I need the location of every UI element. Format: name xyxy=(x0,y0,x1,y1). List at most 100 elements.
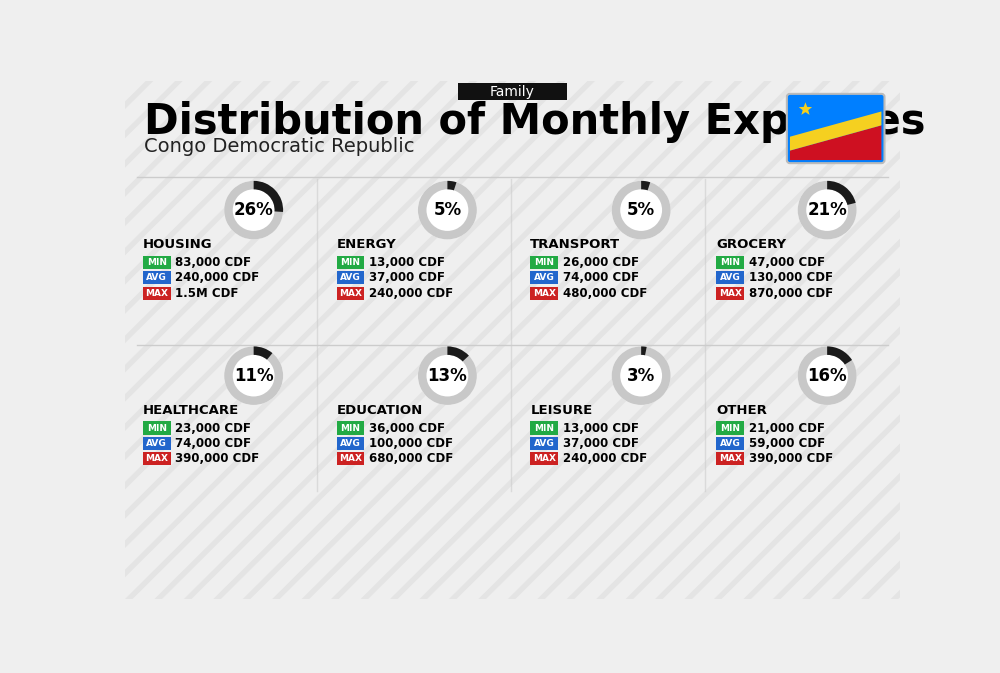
Circle shape xyxy=(418,181,477,240)
Text: 240,000 CDF: 240,000 CDF xyxy=(175,271,260,285)
Circle shape xyxy=(418,347,477,405)
Text: 13,000 CDF: 13,000 CDF xyxy=(369,256,445,269)
Text: TRANSPORT: TRANSPORT xyxy=(530,238,620,251)
Text: 1.5M CDF: 1.5M CDF xyxy=(175,287,239,299)
Text: MIN: MIN xyxy=(720,258,740,267)
Text: 37,000 CDF: 37,000 CDF xyxy=(563,437,639,450)
Wedge shape xyxy=(798,347,857,405)
FancyBboxPatch shape xyxy=(337,287,364,300)
FancyBboxPatch shape xyxy=(716,437,744,450)
Wedge shape xyxy=(418,347,477,405)
Text: LEISURE: LEISURE xyxy=(530,404,593,417)
Wedge shape xyxy=(447,181,457,190)
Text: 390,000 CDF: 390,000 CDF xyxy=(749,452,833,465)
Text: Family: Family xyxy=(490,85,535,98)
Text: MIN: MIN xyxy=(147,258,167,267)
Text: AVG: AVG xyxy=(340,273,361,283)
Text: 21%: 21% xyxy=(807,201,847,219)
Text: 240,000 CDF: 240,000 CDF xyxy=(369,287,453,299)
Text: 3%: 3% xyxy=(627,367,655,385)
Wedge shape xyxy=(224,347,283,405)
Wedge shape xyxy=(798,181,857,240)
Text: 26%: 26% xyxy=(234,201,274,219)
Text: ENERGY: ENERGY xyxy=(337,238,396,251)
Wedge shape xyxy=(641,347,647,355)
Text: HOUSING: HOUSING xyxy=(143,238,212,251)
Text: 21,000 CDF: 21,000 CDF xyxy=(749,421,825,435)
FancyBboxPatch shape xyxy=(337,452,364,465)
Text: 59,000 CDF: 59,000 CDF xyxy=(749,437,825,450)
Text: 5%: 5% xyxy=(627,201,655,219)
Wedge shape xyxy=(827,347,852,365)
Circle shape xyxy=(224,347,283,405)
FancyBboxPatch shape xyxy=(530,256,558,269)
Text: GROCERY: GROCERY xyxy=(716,238,786,251)
Text: 74,000 CDF: 74,000 CDF xyxy=(563,271,639,285)
Wedge shape xyxy=(641,181,650,190)
Text: MAX: MAX xyxy=(533,289,556,297)
Text: MIN: MIN xyxy=(341,258,361,267)
Wedge shape xyxy=(224,181,283,240)
Text: 100,000 CDF: 100,000 CDF xyxy=(369,437,453,450)
FancyBboxPatch shape xyxy=(458,83,567,100)
Text: Distribution of Monthly Expenses: Distribution of Monthly Expenses xyxy=(144,100,926,143)
Text: 47,000 CDF: 47,000 CDF xyxy=(749,256,825,269)
Text: 23,000 CDF: 23,000 CDF xyxy=(175,421,251,435)
Text: 13%: 13% xyxy=(428,367,467,385)
Circle shape xyxy=(612,181,671,240)
Circle shape xyxy=(224,181,283,240)
Text: AVG: AVG xyxy=(534,273,555,283)
Text: AVG: AVG xyxy=(340,439,361,448)
Text: OTHER: OTHER xyxy=(716,404,767,417)
Wedge shape xyxy=(612,347,671,405)
FancyBboxPatch shape xyxy=(143,421,171,435)
Text: 390,000 CDF: 390,000 CDF xyxy=(175,452,260,465)
Wedge shape xyxy=(827,181,856,205)
Text: AVG: AVG xyxy=(720,273,741,283)
Text: MAX: MAX xyxy=(533,454,556,463)
Text: 5%: 5% xyxy=(433,201,461,219)
Text: AVG: AVG xyxy=(146,273,167,283)
Text: 37,000 CDF: 37,000 CDF xyxy=(369,271,445,285)
Text: MAX: MAX xyxy=(339,289,362,297)
Circle shape xyxy=(798,347,857,405)
Text: AVG: AVG xyxy=(534,439,555,448)
FancyBboxPatch shape xyxy=(337,271,364,285)
FancyBboxPatch shape xyxy=(530,287,558,300)
Text: 74,000 CDF: 74,000 CDF xyxy=(175,437,251,450)
FancyBboxPatch shape xyxy=(143,256,171,269)
Text: 130,000 CDF: 130,000 CDF xyxy=(749,271,833,285)
Text: MAX: MAX xyxy=(719,289,742,297)
Text: 870,000 CDF: 870,000 CDF xyxy=(749,287,833,299)
Text: MAX: MAX xyxy=(145,289,168,297)
Text: 480,000 CDF: 480,000 CDF xyxy=(563,287,647,299)
Text: MIN: MIN xyxy=(534,258,554,267)
Text: MAX: MAX xyxy=(145,454,168,463)
FancyBboxPatch shape xyxy=(143,287,171,300)
Text: MAX: MAX xyxy=(719,454,742,463)
Polygon shape xyxy=(790,125,881,160)
Text: Congo Democratic Republic: Congo Democratic Republic xyxy=(144,137,415,155)
Text: EDUCATION: EDUCATION xyxy=(337,404,423,417)
Text: 83,000 CDF: 83,000 CDF xyxy=(175,256,251,269)
Wedge shape xyxy=(254,181,283,212)
Text: MIN: MIN xyxy=(720,423,740,433)
Text: 13,000 CDF: 13,000 CDF xyxy=(563,421,639,435)
Text: MIN: MIN xyxy=(147,423,167,433)
FancyBboxPatch shape xyxy=(143,271,171,285)
Text: HEALTHCARE: HEALTHCARE xyxy=(143,404,239,417)
Circle shape xyxy=(798,181,857,240)
Text: 240,000 CDF: 240,000 CDF xyxy=(563,452,647,465)
FancyBboxPatch shape xyxy=(716,287,744,300)
Wedge shape xyxy=(612,181,671,240)
FancyBboxPatch shape xyxy=(530,452,558,465)
Text: 16%: 16% xyxy=(807,367,847,385)
Text: 26,000 CDF: 26,000 CDF xyxy=(563,256,639,269)
FancyBboxPatch shape xyxy=(530,437,558,450)
Wedge shape xyxy=(447,347,469,361)
FancyBboxPatch shape xyxy=(337,421,364,435)
FancyBboxPatch shape xyxy=(716,256,744,269)
Wedge shape xyxy=(254,347,272,359)
Text: 680,000 CDF: 680,000 CDF xyxy=(369,452,453,465)
FancyBboxPatch shape xyxy=(143,437,171,450)
